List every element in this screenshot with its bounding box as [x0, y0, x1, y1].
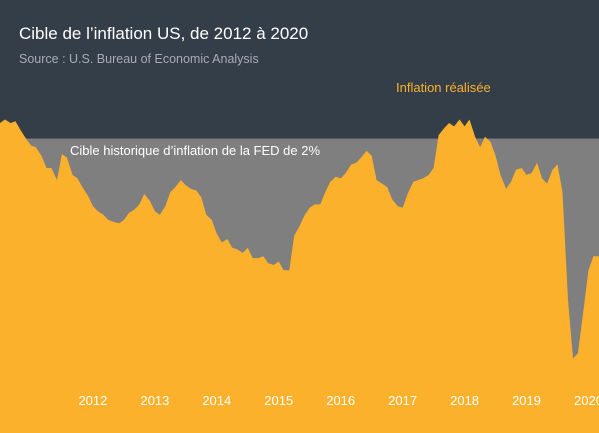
x-tick-label-2019: 2019 [512, 393, 541, 408]
x-tick-label-2015: 2015 [264, 393, 293, 408]
chart-title: Cible de l’inflation US, de 2012 à 2020 [19, 24, 308, 43]
x-tick-label-2014: 2014 [202, 393, 231, 408]
x-tick-label-2020: 2020 [574, 393, 599, 408]
header-background [0, 0, 599, 140]
annotation-inflation-realisee: Inflation réalisée [396, 80, 491, 95]
x-tick-label-2017: 2017 [388, 393, 417, 408]
x-axis-ticks: 2012 2013 2014 2015 2016 2017 2018 2019 2020 [78, 393, 599, 408]
x-tick-label-2013: 2013 [140, 393, 169, 408]
inflation-area [0, 119, 599, 433]
x-tick-label-2016: 2016 [326, 393, 355, 408]
x-tick-label-2018: 2018 [450, 393, 479, 408]
x-tick-label-2012: 2012 [78, 393, 107, 408]
annotation-fed-target: Cible historique d’inflation de la FED d… [70, 143, 320, 158]
chart-source: Source : U.S. Bureau of Economic Analysi… [19, 52, 259, 66]
